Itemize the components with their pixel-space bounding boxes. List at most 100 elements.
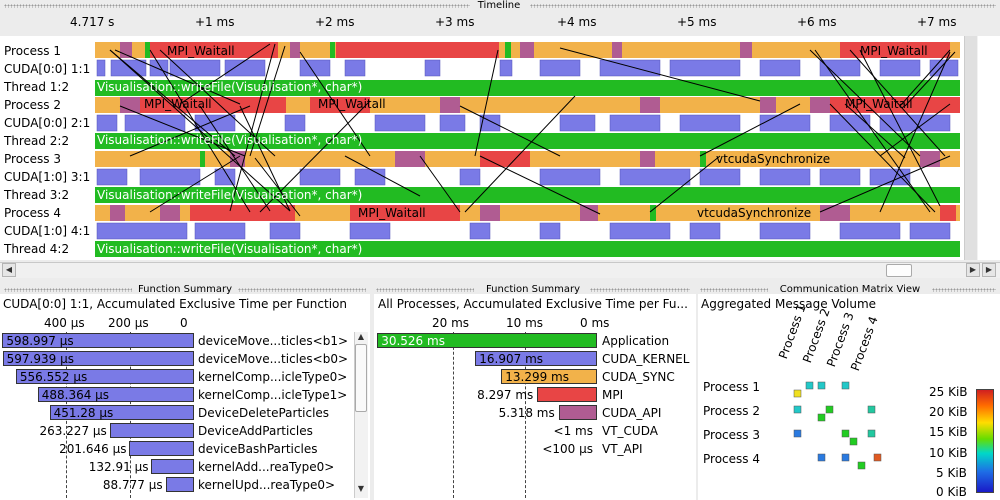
function-name: kernelComp...icleType1> [198,388,348,402]
label-p3-sync: vtcudaSynchronize [716,152,831,166]
time-tick: 4.717 s [70,15,115,29]
function-name: kernelUpd...reaType0> [198,478,336,492]
row-label-thread-1-2[interactable]: Thread 1:2 [4,80,70,94]
function-value: 488.364 µs [41,388,110,402]
row-label-thread-2-2[interactable]: Thread 2:2 [4,134,70,148]
scale-label: 10 KiB [929,446,968,460]
timeline-hscroll-thumb[interactable] [886,264,912,277]
function-bar[interactable] [2,351,194,366]
timeline-hscroll[interactable] [0,262,1000,278]
func-summary-mid-axis: 20 ms 10 ms 0 ms [374,316,614,330]
function-value: 132.91 µs [88,460,149,474]
function-bar[interactable] [165,477,194,492]
func-summary-left-subtitle: CUDA[0:0] 1:1, Accumulated Exclusive Tim… [3,297,347,311]
comm-matrix-title: Communication Matrix View [779,284,921,295]
time-tick: +3 ms [435,15,475,29]
func-summary-left-scroll-down[interactable]: ▼ [357,484,365,493]
comm-row-label: Process 1 [703,380,760,394]
function-name: kernelComp...icleType0> [198,370,348,384]
function-value: 598.997 µs [6,334,74,348]
function-bar[interactable] [37,387,194,402]
axis-label: 20 ms [432,316,470,330]
category-bar[interactable] [377,333,597,348]
time-tick: +7 ms [917,15,957,29]
axis-label: 10 ms [506,316,544,330]
category-value: <1 ms [553,424,593,438]
row-label-thread-4-2[interactable]: Thread 4:2 [4,242,70,256]
function-bar[interactable] [49,405,194,420]
category-name: VT_CUDA [602,424,658,438]
func-summary-left-scroll-up[interactable]: ▲ [357,332,365,341]
timeline-vscroll-thumb[interactable] [965,36,977,260]
label-t42: Visualisation::writeFile(Visualisation*,… [97,242,363,256]
timeline-axis: 4.717 s +1 ms +2 ms +3 ms +4 ms +5 ms +6… [0,12,1000,36]
function-name: kernelAdd...reaType0> [198,460,335,474]
category-bar[interactable] [501,369,597,384]
scroll-left-button[interactable]: ◀ [2,263,16,277]
row-label-cuda-3-1[interactable]: CUDA[1:0] 3:1 [4,170,91,184]
time-tick: +2 ms [315,15,355,29]
comm-row-label: Process 2 [703,404,760,418]
func-summary-mid-title: Function Summary [485,284,581,295]
category-bar[interactable] [537,387,597,402]
row-label-thread-3-2[interactable]: Thread 3:2 [4,188,70,202]
function-bar[interactable] [129,441,194,456]
category-name: Application [602,334,670,348]
function-value: 88.777 µs [102,478,163,492]
row-label-process-4[interactable]: Process 4 [4,206,61,220]
category-value: 8.297 ms [477,388,534,402]
category-bar[interactable] [558,405,597,420]
function-value: 201.646 µs [59,442,127,456]
category-name: CUDA_SYNC [602,370,675,384]
comm-matrix-subtitle: Aggregated Message Volume [701,297,877,311]
func-summary-left-title: Function Summary [137,284,233,295]
label-p2-waitall: MPI_Waitall [144,97,212,111]
timeline-trace[interactable] [0,36,1000,260]
label-t32: Visualisation::writeFile(Visualisation*,… [97,188,363,202]
category-value: 13.299 ms [505,370,569,384]
function-value: 597.939 µs [6,352,74,366]
scale-label: 5 KiB [936,466,967,480]
category-name: VT_API [602,442,643,456]
label-t22: Visualisation::writeFile(Visualisation*,… [97,133,363,147]
axis-label: 0 ms [580,316,610,330]
function-name: deviceMove...ticles<b0> [198,352,349,366]
label-p4-sync: vtcudaSynchronize [697,206,812,220]
category-name: CUDA_KERNEL [602,352,690,366]
label-p2-waitall: MPI_Waitall [318,97,386,111]
category-value: <100 µs [542,442,593,456]
row-label-process-3[interactable]: Process 3 [4,152,61,166]
time-tick: +6 ms [797,15,837,29]
function-name: deviceMove...ticles<b1> [198,334,349,348]
function-name: DeviceDeleteParticles [198,406,330,420]
label-p1-waitall: MPI_Waitall [860,44,928,58]
axis-label: 400 µs [44,316,85,330]
function-bar[interactable] [2,333,194,348]
function-value: 451.28 µs [53,406,114,420]
func-summary-left-scroll-thumb[interactable] [355,344,367,412]
function-bar[interactable] [109,423,194,438]
row-label-cuda-2-1[interactable]: CUDA[0:0] 2:1 [4,116,91,130]
scroll-right-end-button[interactable]: ▶ [982,263,996,277]
category-value: 30.526 ms [381,334,445,348]
function-bar[interactable] [151,459,194,474]
comm-color-scale [976,389,994,493]
comm-matrix-cells[interactable] [780,370,890,470]
comm-matrix-panel [698,294,1000,500]
row-label-cuda-1-1[interactable]: CUDA[0:0] 1:1 [4,62,91,76]
function-bar[interactable] [15,369,194,384]
row-label-process-1[interactable]: Process 1 [4,44,61,58]
function-value: 263.227 µs [39,424,107,438]
row-label-cuda-4-1[interactable]: CUDA[1:0] 4:1 [4,224,91,238]
time-tick: +4 ms [557,15,597,29]
scale-label: 15 KiB [929,425,968,439]
scale-label: 25 KiB [929,385,968,399]
scroll-right-button[interactable]: ▶ [966,263,980,277]
row-label-process-2[interactable]: Process 2 [4,98,61,112]
label-p4-waitall: MPI_Waitall [358,206,426,220]
function-name: deviceBashParticles [198,442,318,456]
label-t12: Visualisation::writeFile(Visualisation*,… [97,80,363,94]
time-tick: +5 ms [677,15,717,29]
comm-row-label: Process 4 [703,452,760,466]
category-bar[interactable] [475,351,597,366]
